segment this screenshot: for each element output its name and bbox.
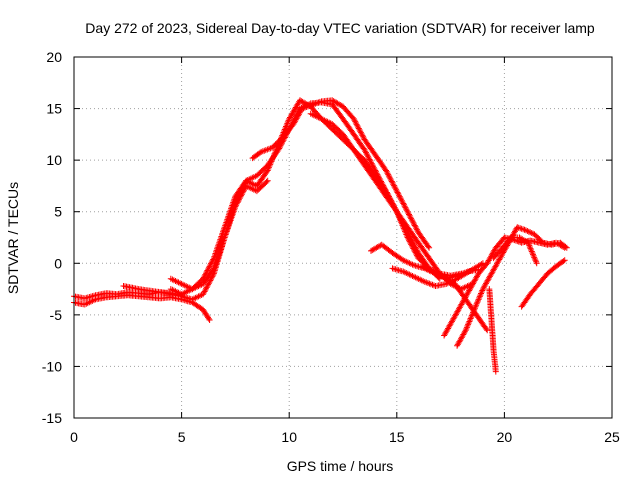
y-tick-label: -15: [42, 410, 62, 426]
series-arc-5: [167, 177, 271, 293]
chart-title: Day 272 of 2023, Sidereal Day-to-day VTE…: [85, 20, 595, 36]
x-tick-label: 10: [281, 429, 297, 445]
plot-frame: [73, 56, 613, 419]
series-arc-13: [486, 286, 499, 375]
series-marks: [518, 257, 568, 310]
y-tick-label: 5: [54, 204, 62, 220]
y-axis-label: SDTVAR / TECUs: [5, 182, 21, 294]
y-tick-label: -5: [50, 307, 63, 323]
x-tick-label: 25: [604, 429, 620, 445]
series-marks: [419, 263, 491, 334]
x-tick-label: 5: [178, 429, 186, 445]
series-marks: [167, 177, 271, 293]
y-tick-label: 15: [46, 101, 62, 117]
y-tick-label: 10: [46, 152, 62, 168]
tick-layer: 0 5 10 15 20 25 -15 -10 -5 0 5 10 15 20: [42, 49, 620, 445]
series-arc-6: [249, 97, 433, 251]
series-marks: [486, 286, 499, 375]
series-arc-12: [454, 224, 570, 349]
y-tick-label: 20: [46, 49, 62, 65]
x-tick-label: 20: [497, 429, 513, 445]
y-tick-label: 0: [54, 255, 62, 271]
series-marks: [490, 234, 540, 267]
series-marks: [249, 97, 433, 251]
series-marks: [454, 224, 570, 349]
series-arc-10: [419, 263, 491, 334]
x-tick-label: 0: [70, 429, 78, 445]
x-axis-label: GPS time / hours: [287, 458, 394, 474]
series-arc-14: [490, 234, 540, 267]
series-arc-15: [518, 257, 568, 310]
y-tick-label: -10: [42, 358, 62, 374]
x-tick-label: 15: [389, 429, 405, 445]
